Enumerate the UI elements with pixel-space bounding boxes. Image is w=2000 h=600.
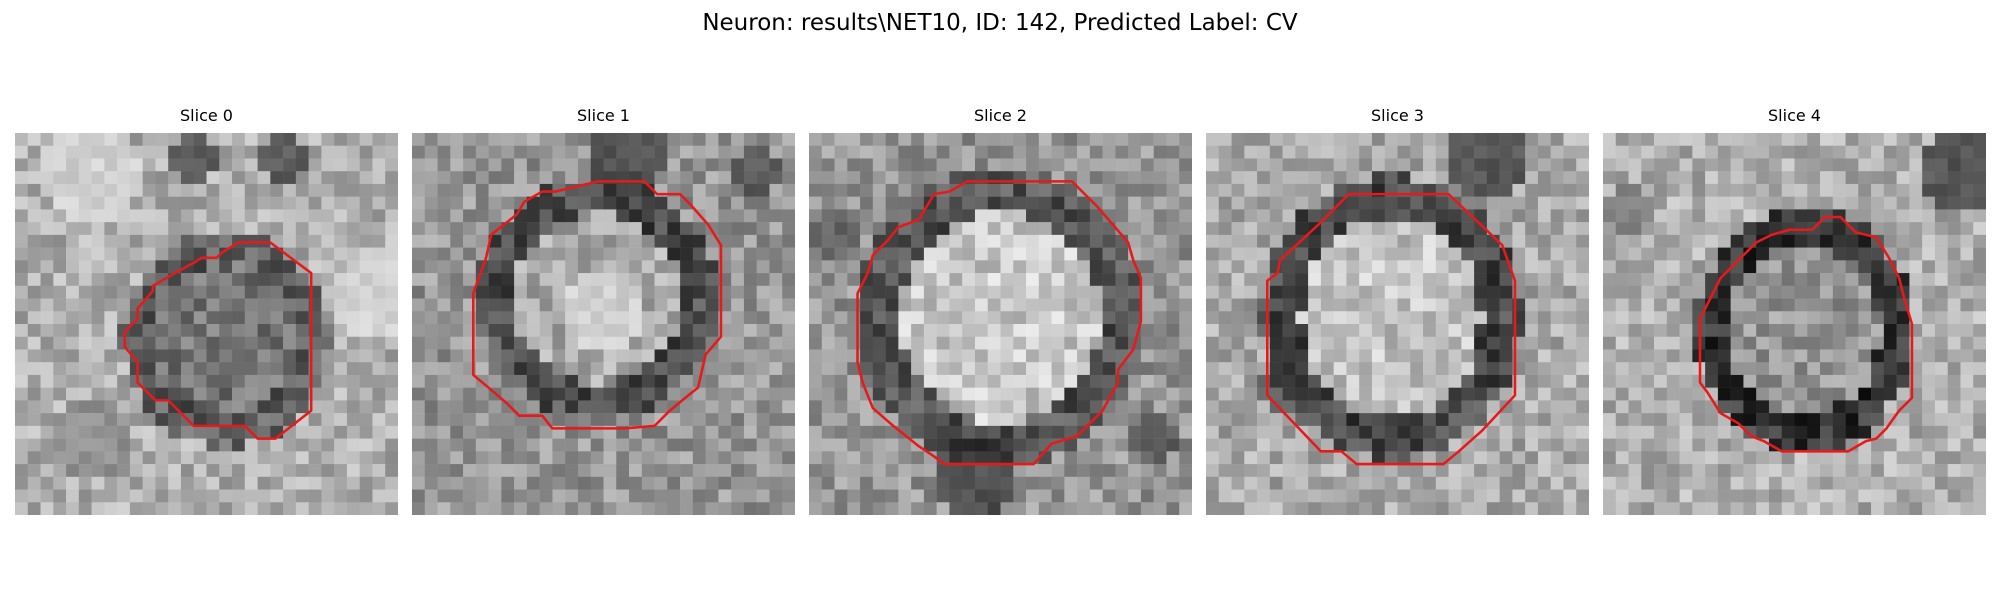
slice-panel-0: Slice 0 bbox=[15, 106, 398, 515]
slice-image bbox=[809, 133, 1192, 515]
slice-panel-2: Slice 2 bbox=[809, 106, 1192, 515]
slice-title: Slice 1 bbox=[577, 106, 630, 125]
slice-title: Slice 2 bbox=[974, 106, 1027, 125]
slice-panel-3: Slice 3 bbox=[1206, 106, 1589, 515]
slice-image bbox=[412, 133, 795, 515]
grayscale-pixels bbox=[809, 133, 1192, 515]
slice-title: Slice 0 bbox=[180, 106, 233, 125]
neuron-contour bbox=[1266, 192, 1517, 466]
grayscale-pixels bbox=[15, 133, 398, 515]
slice-title: Slice 4 bbox=[1768, 106, 1821, 125]
slice-image bbox=[1603, 133, 1986, 515]
neuron-contour bbox=[472, 180, 723, 430]
slice-image bbox=[15, 133, 398, 515]
slice-image bbox=[1206, 133, 1589, 515]
slice-panel-1: Slice 1 bbox=[412, 106, 795, 515]
neuron-contour bbox=[856, 180, 1143, 466]
slice-title: Slice 3 bbox=[1371, 106, 1424, 125]
neuron-contour bbox=[123, 241, 313, 440]
neuron-contour bbox=[1698, 215, 1914, 453]
slice-panel-4: Slice 4 bbox=[1603, 106, 1986, 515]
grayscale-pixels bbox=[412, 133, 795, 515]
grayscale-pixels bbox=[1603, 133, 1986, 515]
grayscale-pixels bbox=[1206, 133, 1589, 515]
figure-title: Neuron: results\NET10, ID: 142, Predicte… bbox=[702, 10, 1298, 36]
